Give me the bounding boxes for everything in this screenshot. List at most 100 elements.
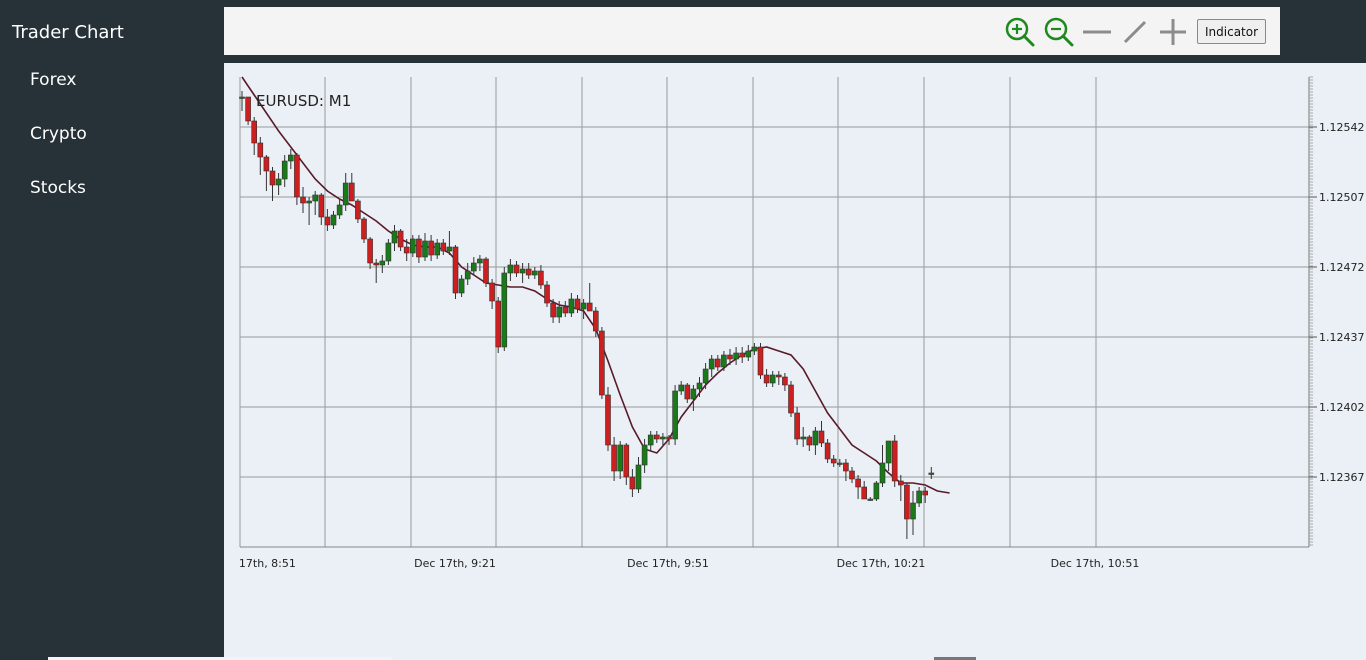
candle-body <box>775 374 782 378</box>
candlestick-chart[interactable]: 1.12542 1.12507 1.12472 1.12437 1.12402 1.123… <box>224 63 1366 660</box>
candle <box>739 347 746 363</box>
candle <box>556 301 563 323</box>
candle <box>318 193 325 225</box>
candle-body <box>403 246 410 254</box>
candle-body <box>745 350 752 358</box>
candle-body <box>434 242 440 256</box>
moving-average-layer <box>241 76 950 494</box>
candle-body <box>324 216 331 226</box>
candle <box>385 239 392 265</box>
candle <box>666 435 672 445</box>
candle <box>873 481 880 501</box>
candle <box>678 381 685 395</box>
candle-body <box>605 394 611 446</box>
sidebar-item-forex[interactable]: Forex <box>30 70 77 90</box>
candle-body <box>672 390 678 440</box>
sidebar-item-crypto[interactable]: Crypto <box>30 124 87 144</box>
candle-body <box>458 278 465 294</box>
candle <box>507 259 514 281</box>
candle <box>501 267 508 351</box>
candle-body <box>306 200 312 204</box>
crosshair-icon[interactable] <box>1158 17 1188 47</box>
candle-body <box>501 272 508 348</box>
candle-body <box>879 462 886 484</box>
candle <box>349 173 355 202</box>
candle <box>471 257 477 275</box>
chart-title: EURUSD: M1 <box>256 92 351 110</box>
candle <box>641 439 648 473</box>
candle-body <box>385 242 392 262</box>
candle <box>458 275 465 297</box>
candle <box>702 363 709 389</box>
candle-body <box>702 368 709 384</box>
candle <box>312 191 318 215</box>
candle <box>251 117 258 155</box>
candle-body <box>507 264 514 274</box>
candle-body <box>416 238 422 258</box>
scrollbar-track[interactable] <box>48 657 392 660</box>
candle <box>275 173 282 195</box>
candle <box>300 187 306 213</box>
candle-body <box>727 354 733 360</box>
candle <box>843 459 849 481</box>
candle <box>355 199 361 223</box>
candle-body <box>782 376 788 386</box>
candle <box>586 283 593 312</box>
candle <box>306 197 312 225</box>
candle <box>611 437 617 481</box>
time-tick-label: Dec 17th, 8:51 <box>224 557 296 570</box>
time-tick-label: Dec 17th, 9:51 <box>627 557 709 570</box>
candle-body <box>678 384 685 392</box>
candle <box>714 355 721 371</box>
time-axis[interactable]: Dec 17th, 8:51 Dec 17th, 9:21 Dec 17th, 9:… <box>224 557 1139 570</box>
candle <box>617 441 624 479</box>
candle <box>434 239 440 259</box>
candle <box>727 349 733 365</box>
zoom-out-icon[interactable] <box>1044 17 1074 47</box>
chart-area[interactable]: 1.12542 1.12507 1.12472 1.12437 1.12402 1.123… <box>224 63 1366 660</box>
candle <box>513 261 520 277</box>
candle-body <box>739 352 746 358</box>
candle-body <box>562 306 569 314</box>
scrollbar-thumb[interactable] <box>934 657 976 660</box>
candle-body <box>843 462 849 472</box>
candle <box>745 345 752 361</box>
candle-body <box>812 430 819 446</box>
trend-line-icon[interactable] <box>1120 17 1150 47</box>
candle-body <box>629 476 636 490</box>
candle-body <box>531 270 538 276</box>
candle <box>489 279 495 309</box>
candle-body <box>349 182 355 202</box>
candle <box>629 469 636 497</box>
price-tick-label: 1.12542 <box>1319 121 1365 134</box>
candle-body <box>263 156 270 172</box>
candle <box>483 257 489 287</box>
candle-body <box>757 346 764 376</box>
candle-body <box>800 436 807 440</box>
candle-body <box>580 302 587 310</box>
candle <box>440 239 447 255</box>
indicator-button[interactable]: Indicator <box>1197 19 1267 44</box>
candle <box>794 407 800 445</box>
candle <box>336 199 343 219</box>
candle-body <box>635 464 642 490</box>
zoom-in-icon[interactable] <box>1005 17 1035 47</box>
candle-body <box>361 218 367 240</box>
candle-body <box>397 230 404 248</box>
candle <box>788 381 794 417</box>
candle-body <box>690 388 697 400</box>
candle-body <box>708 358 715 370</box>
candle <box>782 373 788 391</box>
candle <box>330 211 337 229</box>
candle-body <box>641 444 648 466</box>
candle <box>416 235 422 263</box>
candle <box>239 91 245 111</box>
price-axis[interactable]: 1.12542 1.12507 1.12472 1.12437 1.12402 1.123… <box>1308 76 1365 547</box>
candle <box>373 259 379 283</box>
candle <box>897 475 904 501</box>
horizontal-line-icon[interactable] <box>1082 17 1112 47</box>
candle <box>422 233 428 261</box>
candle <box>928 467 935 479</box>
candle-body <box>861 486 868 500</box>
sidebar-item-stocks[interactable]: Stocks <box>30 178 86 198</box>
